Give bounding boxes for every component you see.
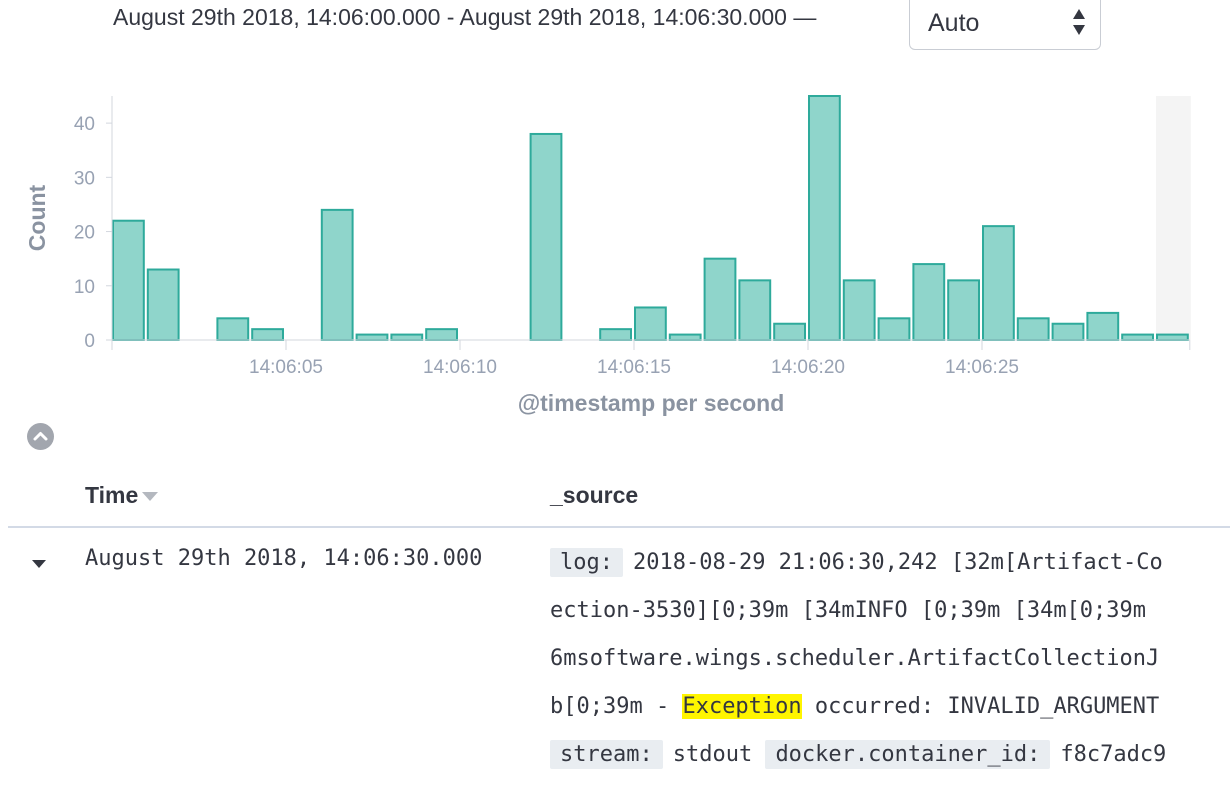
- source-line: stream: stdout docker.container_id: f8c7ad…: [550, 740, 1166, 770]
- histogram-bar[interactable]: [146, 268, 180, 341]
- source-line: ection-3530][0;39m [34mINFO [0;39m [34m[…: [550, 596, 1146, 626]
- histogram-bar[interactable]: [773, 322, 807, 342]
- row-source-value: log: 2018-08-29 21:06:30,242 [32m[Artifac…: [550, 548, 1230, 788]
- histogram-bar[interactable]: [982, 225, 1015, 341]
- histogram-bar[interactable]: [634, 306, 667, 341]
- histogram-bar[interactable]: [842, 279, 876, 342]
- y-tick-label: 10: [74, 277, 95, 298]
- histogram-bar[interactable]: [1086, 311, 1120, 341]
- source-line: log: 2018-08-29 21:06:30,242 [32m[Artifac…: [550, 548, 1163, 578]
- row-time-value: August 29th 2018, 14:06:30.000: [85, 546, 483, 571]
- column-header-source: _source: [550, 482, 639, 508]
- header-divider: [8, 526, 1230, 528]
- source-field-key: log:: [550, 548, 623, 577]
- source-field-value: stdout: [672, 742, 766, 767]
- source-field-value: b[0;39m -: [550, 694, 683, 719]
- histogram-bar[interactable]: [320, 208, 354, 341]
- interval-select-value: Auto: [928, 9, 980, 37]
- y-tick-label: 0: [84, 331, 95, 352]
- source-field-key: docker.container_id:: [765, 740, 1051, 769]
- source-field-key: stream:: [550, 740, 663, 769]
- histogram-bar[interactable]: [599, 328, 633, 341]
- column-header-time-label: Time: [85, 482, 139, 508]
- caret-down-icon[interactable]: [30, 558, 48, 570]
- chevron-up-icon: [33, 432, 48, 441]
- search-highlight: Exception: [682, 694, 802, 719]
- source-field-value: ection-3530][0;39m [34mINFO [0;39m [34m[…: [550, 598, 1147, 623]
- x-axis-title: @timestamp per second: [518, 390, 785, 416]
- x-tick-label: 14:06:25: [945, 357, 1019, 378]
- histogram-bar[interactable]: [529, 132, 563, 342]
- histogram-bar[interactable]: [425, 328, 459, 341]
- x-tick-label: 14:06:10: [423, 357, 497, 378]
- x-tick-label: 14:06:15: [597, 357, 671, 378]
- source-line: 6msoftware.wings.scheduler.ArtifactColle…: [550, 644, 1159, 674]
- y-tick-label: 20: [74, 223, 95, 244]
- partial-bucket-region: [1156, 96, 1191, 340]
- histogram-bar[interactable]: [877, 317, 911, 341]
- y-tick-label: 40: [74, 114, 95, 135]
- doc-table-header: Time _source: [0, 470, 1230, 528]
- time-range-text: August 29th 2018, 14:06:00.000 - August …: [113, 4, 817, 30]
- histogram-bar[interactable]: [703, 257, 737, 342]
- x-tick-label: 14:06:20: [771, 357, 845, 378]
- select-arrows-icon: [1073, 9, 1085, 35]
- histogram-chart: 0 10 20 30 40 14:06:05 14:06:10 14:06:15 14:06:2…: [24, 95, 1191, 416]
- source-field-value: occurred: INVALID_ARGUMENT: [801, 694, 1160, 719]
- x-tick-label: 14:06:05: [249, 357, 323, 378]
- histogram-bar[interactable]: [738, 279, 772, 342]
- source-line: b[0;39m - Exception occurred: INVALID_AR…: [550, 692, 1159, 722]
- interval-select[interactable]: Auto: [909, 0, 1101, 50]
- histogram-bar[interactable]: [390, 333, 424, 341]
- source-field-value: 2018-08-29 21:06:30,242 [32m[Artifact-Co: [632, 550, 1163, 575]
- collapse-chart-button[interactable]: [27, 423, 54, 450]
- histogram-bar[interactable]: [808, 95, 841, 341]
- histogram-bar[interactable]: [112, 219, 145, 341]
- histogram-bar[interactable]: [216, 317, 250, 341]
- histogram-bar[interactable]: [912, 263, 946, 341]
- histogram-bar[interactable]: [947, 279, 981, 342]
- time-range-bar: August 29th 2018, 14:06:00.000 - August …: [0, 0, 1230, 56]
- histogram-bar[interactable]: [251, 328, 284, 341]
- y-axis-title: Count: [24, 184, 50, 251]
- histogram-bar[interactable]: [1156, 333, 1189, 341]
- histogram-bar[interactable]: [1051, 322, 1085, 342]
- y-tick-label: 30: [74, 168, 95, 189]
- column-header-time[interactable]: Time: [85, 482, 159, 509]
- histogram-bar[interactable]: [668, 333, 702, 341]
- caret-down-icon[interactable]: [142, 492, 159, 502]
- histogram-bar[interactable]: [1121, 333, 1154, 341]
- histogram-bar[interactable]: [1016, 317, 1050, 341]
- source-field-value: 6msoftware.wings.scheduler.ArtifactColle…: [550, 646, 1160, 671]
- histogram-bar[interactable]: [355, 333, 389, 341]
- source-field-value: f8c7adc9: [1060, 742, 1167, 767]
